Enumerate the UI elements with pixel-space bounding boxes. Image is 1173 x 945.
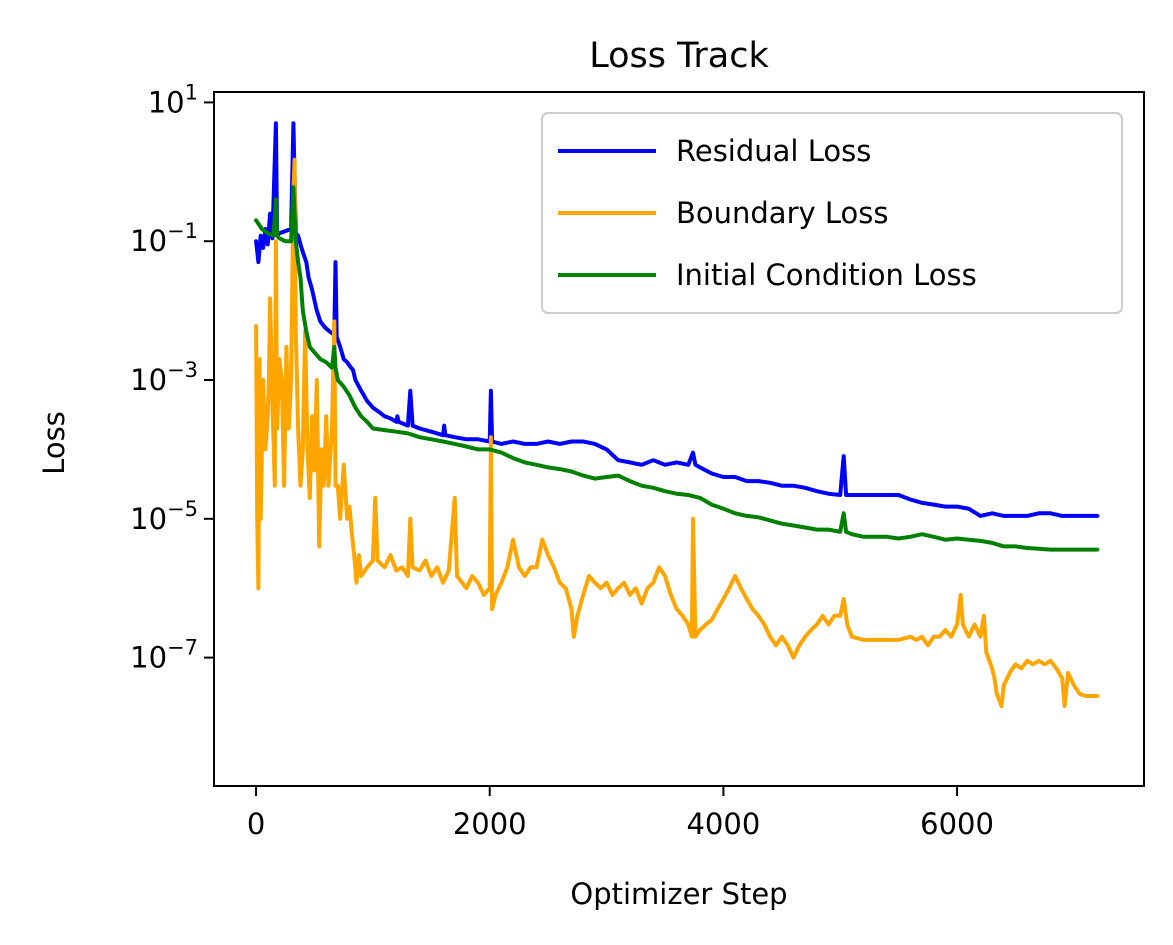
x-tick-label: 6000 <box>920 807 994 841</box>
x-tick-label: 2000 <box>453 807 527 841</box>
y-tick-label: 10−7 <box>130 636 198 675</box>
legend-label-1: Residual Loss <box>676 134 871 168</box>
series-line-2 <box>254 157 1100 709</box>
chart-title: Loss Track <box>589 36 769 76</box>
legend: Residual Loss Boundary Loss Initial Condit… <box>541 112 1123 314</box>
y-axis: 101 10−1 10−3 10−5 10−7 <box>130 80 214 675</box>
series-line-1 <box>254 121 1100 518</box>
legend-box <box>541 112 1123 314</box>
y-tick-label: 101 <box>148 80 198 119</box>
y-tick-label: 10−5 <box>130 497 198 536</box>
y-axis-label: Loss <box>37 411 71 475</box>
series-layer <box>254 121 1100 709</box>
plot-area-frame <box>213 91 1145 787</box>
x-axis: 0 2000 4000 6000 <box>247 786 994 841</box>
x-axis-label: Optimizer Step <box>570 877 787 911</box>
y-tick-label: 10−3 <box>130 358 198 397</box>
y-tick-label: 10−1 <box>130 219 198 258</box>
x-tick-label: 0 <box>247 807 265 841</box>
series-line-3 <box>254 185 1100 552</box>
x-tick-label: 4000 <box>686 807 760 841</box>
legend-label-2: Boundary Loss <box>676 196 889 230</box>
legend-label-3: Initial Condition Loss <box>676 258 977 292</box>
